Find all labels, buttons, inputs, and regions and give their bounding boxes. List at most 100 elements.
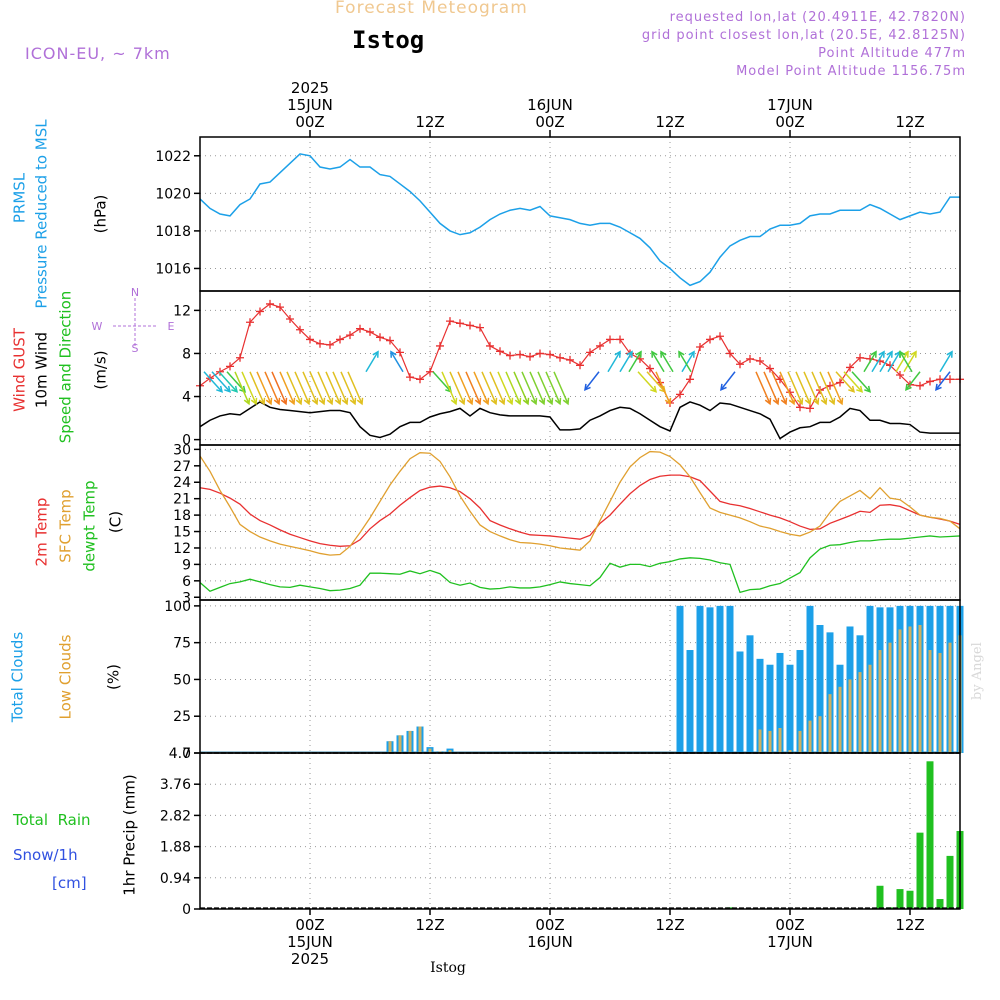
wind-arrow-shaft — [497, 371, 513, 405]
wind-direction-arrow — [607, 350, 621, 373]
wind-gust-marker — [586, 348, 594, 357]
total-cloud-bar — [806, 605, 814, 753]
time-label-bottom: 12Z — [655, 916, 684, 934]
wind-arrow-shaft — [795, 371, 811, 405]
wind-gust-marker — [476, 323, 484, 332]
wind-direction-arrow — [249, 371, 266, 406]
wind-direction-arrow — [365, 350, 379, 373]
wind-gust-marker — [746, 354, 754, 363]
wind-arrow-head — [935, 383, 942, 392]
wind-arrow-shaft — [537, 371, 553, 405]
wind-gust-marker — [446, 317, 454, 326]
wind-arrow-shaft — [863, 351, 877, 373]
wind-arrow-head — [635, 350, 642, 358]
wind-arrow-head — [660, 350, 667, 358]
wind-arrow-shaft — [332, 371, 348, 405]
wind-arrow-shaft — [489, 371, 505, 405]
wind-arrow-head — [812, 397, 820, 406]
low-cloud-bar — [768, 730, 772, 753]
wind-direction-arrow — [678, 350, 692, 373]
wind-arrow-head — [764, 397, 772, 406]
model-label: ICON-EU, ~ 7km — [25, 44, 171, 63]
wind-arrow-shaft — [903, 351, 917, 373]
wind-direction-arrow — [441, 371, 458, 406]
wind-gust-marker — [846, 363, 854, 372]
total-cloud-bar — [786, 664, 794, 753]
wind-direction-arrow — [637, 371, 658, 393]
wind-arrow-head — [288, 397, 296, 406]
wind-direction-arrow — [264, 371, 281, 406]
wind-arrow-shaft — [264, 371, 280, 405]
wind-direction-arrow — [681, 350, 695, 373]
wind-gust-marker — [386, 336, 394, 345]
compass-label-s: S — [132, 342, 139, 355]
rain-bar — [876, 885, 884, 909]
wind-arrow-shaft — [607, 351, 621, 373]
wind-direction-arrow — [489, 371, 506, 406]
clouds-ytick-label: 100 — [164, 599, 191, 615]
wind-arrow-shaft — [939, 351, 953, 373]
wind-arrow-shaft — [553, 371, 569, 405]
wind-gust-marker — [286, 315, 294, 323]
wind-arrow-shaft — [819, 371, 835, 405]
wind-arrow-head — [946, 350, 953, 358]
pressure-ytick-label: 1018 — [155, 224, 191, 240]
wind-arrow-shaft — [811, 371, 827, 405]
wind-gust-marker — [896, 371, 904, 379]
wind-arrow-shaft — [271, 371, 287, 405]
wind-direction-arrow — [827, 371, 844, 406]
low-cloud-bar — [848, 679, 852, 753]
wind-direction-arrow — [521, 371, 538, 406]
time-label-bottom: 2025 — [291, 950, 329, 968]
wind-gust-marker — [406, 373, 414, 382]
footer-station-name: Istog — [430, 960, 466, 976]
pressure-line — [199, 153, 960, 287]
total-cloud-bar — [706, 607, 714, 753]
rain-bar — [926, 761, 934, 909]
precip-unit-label: 1hr Precip (mm) — [121, 774, 139, 895]
low-cloud-bar — [828, 694, 832, 753]
wind-gust-marker — [236, 353, 244, 362]
wind-arrow-head — [626, 350, 633, 358]
wind-direction-arrow — [851, 371, 872, 393]
wind-arrow-shaft — [779, 371, 795, 405]
wind-direction-arrow — [619, 350, 633, 373]
wind-direction-arrow — [537, 371, 554, 406]
wind-direction-arrow — [241, 371, 258, 406]
time-label-bottom: 12Z — [895, 916, 924, 934]
wind-gust-marker — [726, 349, 734, 358]
wind-arrow-head — [250, 397, 258, 406]
temperature-panel-frame — [199, 444, 961, 601]
wind-gust-marker — [946, 375, 954, 384]
wind-arrow-shaft — [302, 371, 318, 405]
wind-arrow-shaft — [651, 351, 665, 373]
wind-arrow-shaft — [317, 371, 333, 405]
wind-direction-arrow — [879, 350, 893, 373]
wind-direction-arrow — [584, 371, 600, 392]
snow-unit-label: [cm] — [52, 874, 87, 892]
wind-arrow-head — [482, 397, 490, 406]
wind-direction-arrow — [899, 350, 913, 373]
total-cloud-bar — [746, 635, 754, 753]
wind-arrow-shaft — [905, 371, 921, 391]
wind-direction-arrow — [309, 371, 326, 406]
dewpoint-line — [199, 535, 961, 594]
wind-arrow-head — [280, 397, 288, 406]
wind-ytick-label: 12 — [173, 303, 191, 319]
low-cloud-bar — [448, 750, 452, 753]
wind-direction-arrow — [325, 371, 342, 406]
wind-direction-arrow — [628, 350, 642, 373]
temperature-ytick-label: 9 — [182, 557, 191, 573]
wind-arrow-shaft — [218, 371, 238, 393]
time-label-top: 00Z — [775, 113, 804, 131]
wind-arrow-head — [720, 383, 727, 392]
wind-direction-arrow — [473, 371, 490, 406]
wind-arrow-shaft — [763, 371, 779, 405]
low-cloud-bar — [758, 729, 762, 753]
wind-direction-arrow — [553, 371, 570, 406]
wind-gust-marker — [506, 351, 514, 360]
wind-arrow-head — [820, 397, 828, 406]
wind-arrow-head — [870, 350, 877, 358]
wind-gust-marker — [456, 319, 464, 328]
wind-direction-arrow — [811, 371, 828, 406]
